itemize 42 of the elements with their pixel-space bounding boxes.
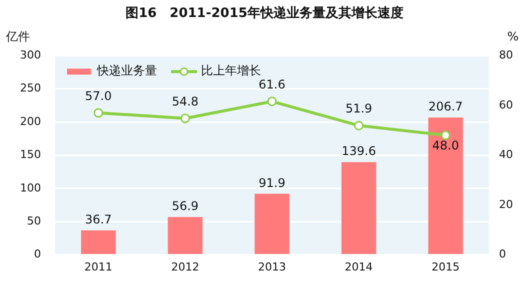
y2-tick-label: 60: [499, 98, 514, 112]
legend-label: 快递业务量: [96, 64, 157, 78]
data-label: 48.0: [432, 138, 459, 152]
chart-title: 图16 2011-2015年快递业务量及其增长速度: [126, 5, 404, 22]
data-label: 57.0: [85, 88, 112, 103]
data-label: 139.6: [342, 144, 376, 158]
y-axis-title: 亿件: [5, 30, 30, 44]
point: [267, 96, 277, 106]
bar: [428, 118, 463, 254]
y-tick-label: 300: [20, 48, 41, 62]
point: [180, 114, 190, 124]
data-label: 36.7: [85, 212, 112, 227]
x-tick-label: 2014: [344, 260, 373, 274]
y2-tick-label: 20: [499, 198, 514, 211]
x-tick-label: 2015: [432, 260, 460, 274]
bar: [341, 162, 376, 254]
data-label: 61.6: [258, 78, 286, 92]
y-tick-label: 50: [26, 214, 41, 228]
x-tick-label: 2013: [258, 260, 286, 274]
y-tick-label: 250: [20, 82, 41, 95]
y2-axis-title: %: [507, 30, 519, 44]
y-tick-label: 0: [34, 248, 41, 261]
data-label: 91.9: [258, 176, 286, 190]
x-tick-label: 2011: [84, 260, 112, 274]
legend-label: 比上年增长: [200, 64, 261, 78]
data-label: 206.7: [428, 100, 463, 114]
point: [354, 120, 364, 130]
point: [94, 108, 104, 118]
bar: [81, 230, 116, 254]
data-label: 56.9: [172, 199, 199, 214]
data-label: 51.9: [345, 102, 372, 116]
y2-tick-label: 80: [499, 48, 514, 62]
y2-tick-label: 0: [499, 248, 506, 261]
point: [440, 130, 450, 140]
y2-tick-label: 40: [499, 148, 514, 162]
y-tick-label: 100: [20, 181, 41, 194]
bar: [168, 217, 203, 254]
data-label: 54.8: [172, 94, 199, 108]
y-tick-label: 150: [20, 148, 41, 162]
y-tick-label: 200: [20, 114, 41, 128]
bar: [254, 194, 290, 254]
x-tick-label: 2012: [171, 260, 200, 274]
